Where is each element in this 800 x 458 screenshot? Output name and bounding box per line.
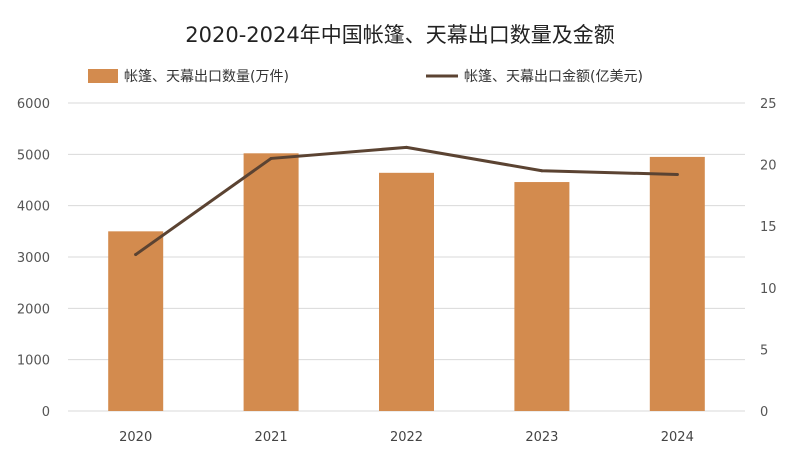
- right-axis-tick-label: 20: [760, 159, 777, 174]
- left-axis-tick-label: 0: [42, 405, 50, 420]
- right-axis-tick-label: 5: [760, 343, 768, 358]
- left-axis-tick-label: 3000: [17, 251, 50, 266]
- bar: [379, 172, 434, 411]
- left-axis: 0 1000 2000 3000 4000 5000 6000: [17, 97, 50, 420]
- bar-series: [108, 153, 705, 411]
- bar: [514, 182, 570, 411]
- legend-label-bar: 帐篷、天幕出口数量(万件): [124, 69, 289, 85]
- line-point: [269, 156, 273, 160]
- x-axis-tick-label: 2022: [390, 430, 423, 445]
- legend-label-line: 帐篷、天幕出口金额(亿美元): [464, 69, 643, 85]
- left-axis-tick-label: 2000: [17, 302, 50, 317]
- right-axis-tick-label: 10: [760, 282, 777, 297]
- right-axis-tick-label: 0: [760, 405, 768, 420]
- x-axis-tick-label: 2023: [525, 430, 558, 445]
- x-axis-tick-label: 2020: [119, 430, 152, 445]
- line-point: [134, 253, 138, 257]
- legend: 帐篷、天幕出口数量(万件) 帐篷、天幕出口金额(亿美元): [88, 69, 643, 85]
- x-axis: 2020 2021 2022 2023 2024: [119, 430, 694, 445]
- right-axis: 0 5 10 15 20 25: [760, 97, 777, 420]
- line-series: [134, 145, 679, 257]
- bar: [243, 153, 299, 411]
- x-axis-tick-label: 2021: [255, 430, 288, 445]
- left-axis-tick-label: 1000: [17, 354, 50, 369]
- bar: [108, 231, 164, 411]
- chart-title: 2020-2024年中国帐篷、天幕出口数量及金额: [185, 23, 614, 47]
- right-axis-tick-label: 25: [760, 97, 777, 112]
- legend-swatch-bar: [88, 69, 118, 83]
- right-axis-tick-label: 15: [760, 220, 777, 235]
- left-axis-tick-label: 6000: [17, 97, 50, 112]
- bar: [649, 156, 705, 411]
- line-point: [540, 169, 544, 173]
- line-point: [405, 145, 408, 149]
- left-axis-tick-label: 5000: [17, 148, 50, 163]
- line-point: [675, 172, 679, 176]
- left-axis-tick-label: 4000: [17, 200, 50, 215]
- x-axis-tick-label: 2024: [661, 430, 694, 445]
